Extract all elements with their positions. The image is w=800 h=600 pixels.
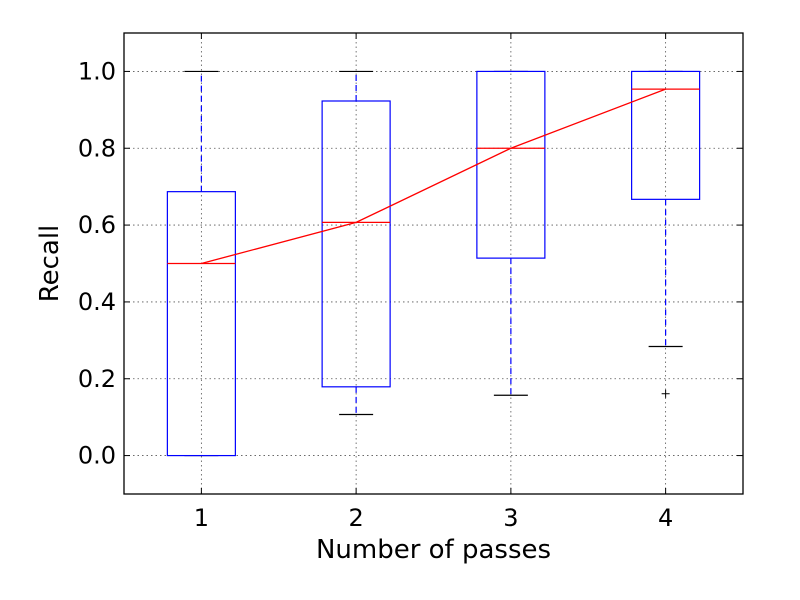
axis-ticks: 0.0 0.2 0.4 0.6 0.8 1.0 1 2 3 4 [78, 33, 743, 532]
outlier-marker [661, 389, 670, 398]
plot-frame [123, 32, 744, 495]
iqr-box [321, 100, 391, 388]
y-tick-label: 0.0 [78, 442, 116, 470]
iqr-box [631, 70, 701, 200]
y-tick-label: 0.4 [78, 288, 116, 316]
x-axis-title: Number of passes [316, 535, 551, 565]
iqr-box [166, 191, 236, 457]
x-tick-label: 3 [503, 504, 518, 532]
box-category-2 [321, 70, 391, 416]
y-axis-title: Recall [35, 225, 65, 303]
median-trend-line [201, 88, 666, 265]
median-trend-polyline [201, 88, 666, 265]
x-tick-label: 2 [348, 504, 363, 532]
y-tick-label: 0.8 [78, 134, 116, 162]
x-tick-label: 4 [658, 504, 673, 532]
box-series [166, 70, 701, 457]
x-tick-label: 1 [194, 504, 209, 532]
y-tick-label: 1.0 [78, 57, 116, 85]
y-tick-label: 0.6 [78, 211, 116, 239]
y-tick-label: 0.2 [78, 365, 116, 393]
box-category-1 [166, 70, 236, 457]
